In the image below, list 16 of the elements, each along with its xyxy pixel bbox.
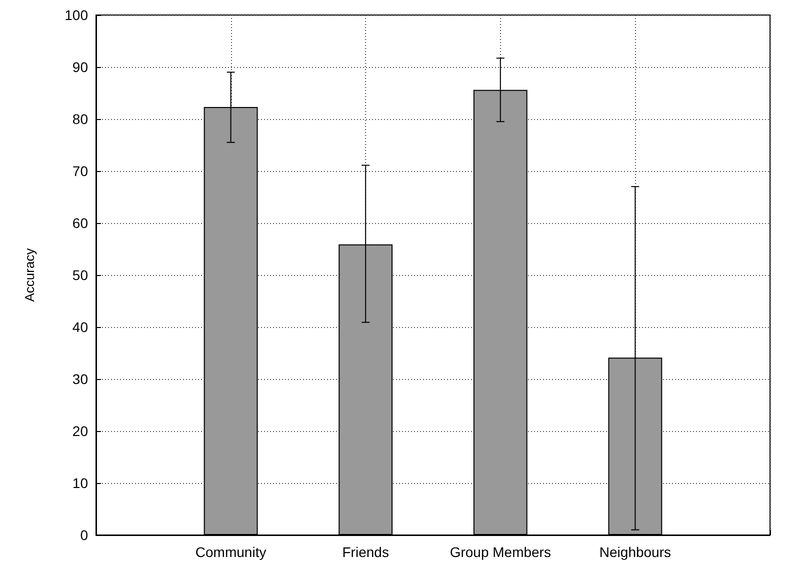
y-tick-label: 80 bbox=[72, 111, 88, 127]
y-tick-label: 70 bbox=[72, 163, 88, 179]
x-tick-label: Community bbox=[195, 544, 266, 560]
y-tick-label: 20 bbox=[72, 423, 88, 439]
y-tick-label: 10 bbox=[72, 475, 88, 491]
y-tick-label: 30 bbox=[72, 371, 88, 387]
y-tick-label: 40 bbox=[72, 319, 88, 335]
x-tick-label: Friends bbox=[342, 544, 389, 560]
y-tick-label: 50 bbox=[72, 267, 88, 283]
y-tick-label: 90 bbox=[72, 59, 88, 75]
x-tick-label: Neighbours bbox=[599, 544, 672, 560]
y-tick-label: 60 bbox=[72, 215, 88, 231]
y-tick-label: 0 bbox=[80, 527, 88, 543]
y-tick-label: 100 bbox=[64, 7, 88, 23]
y-axis-title: Accuracy bbox=[22, 248, 37, 302]
x-tick-label: Group Members bbox=[450, 544, 551, 560]
